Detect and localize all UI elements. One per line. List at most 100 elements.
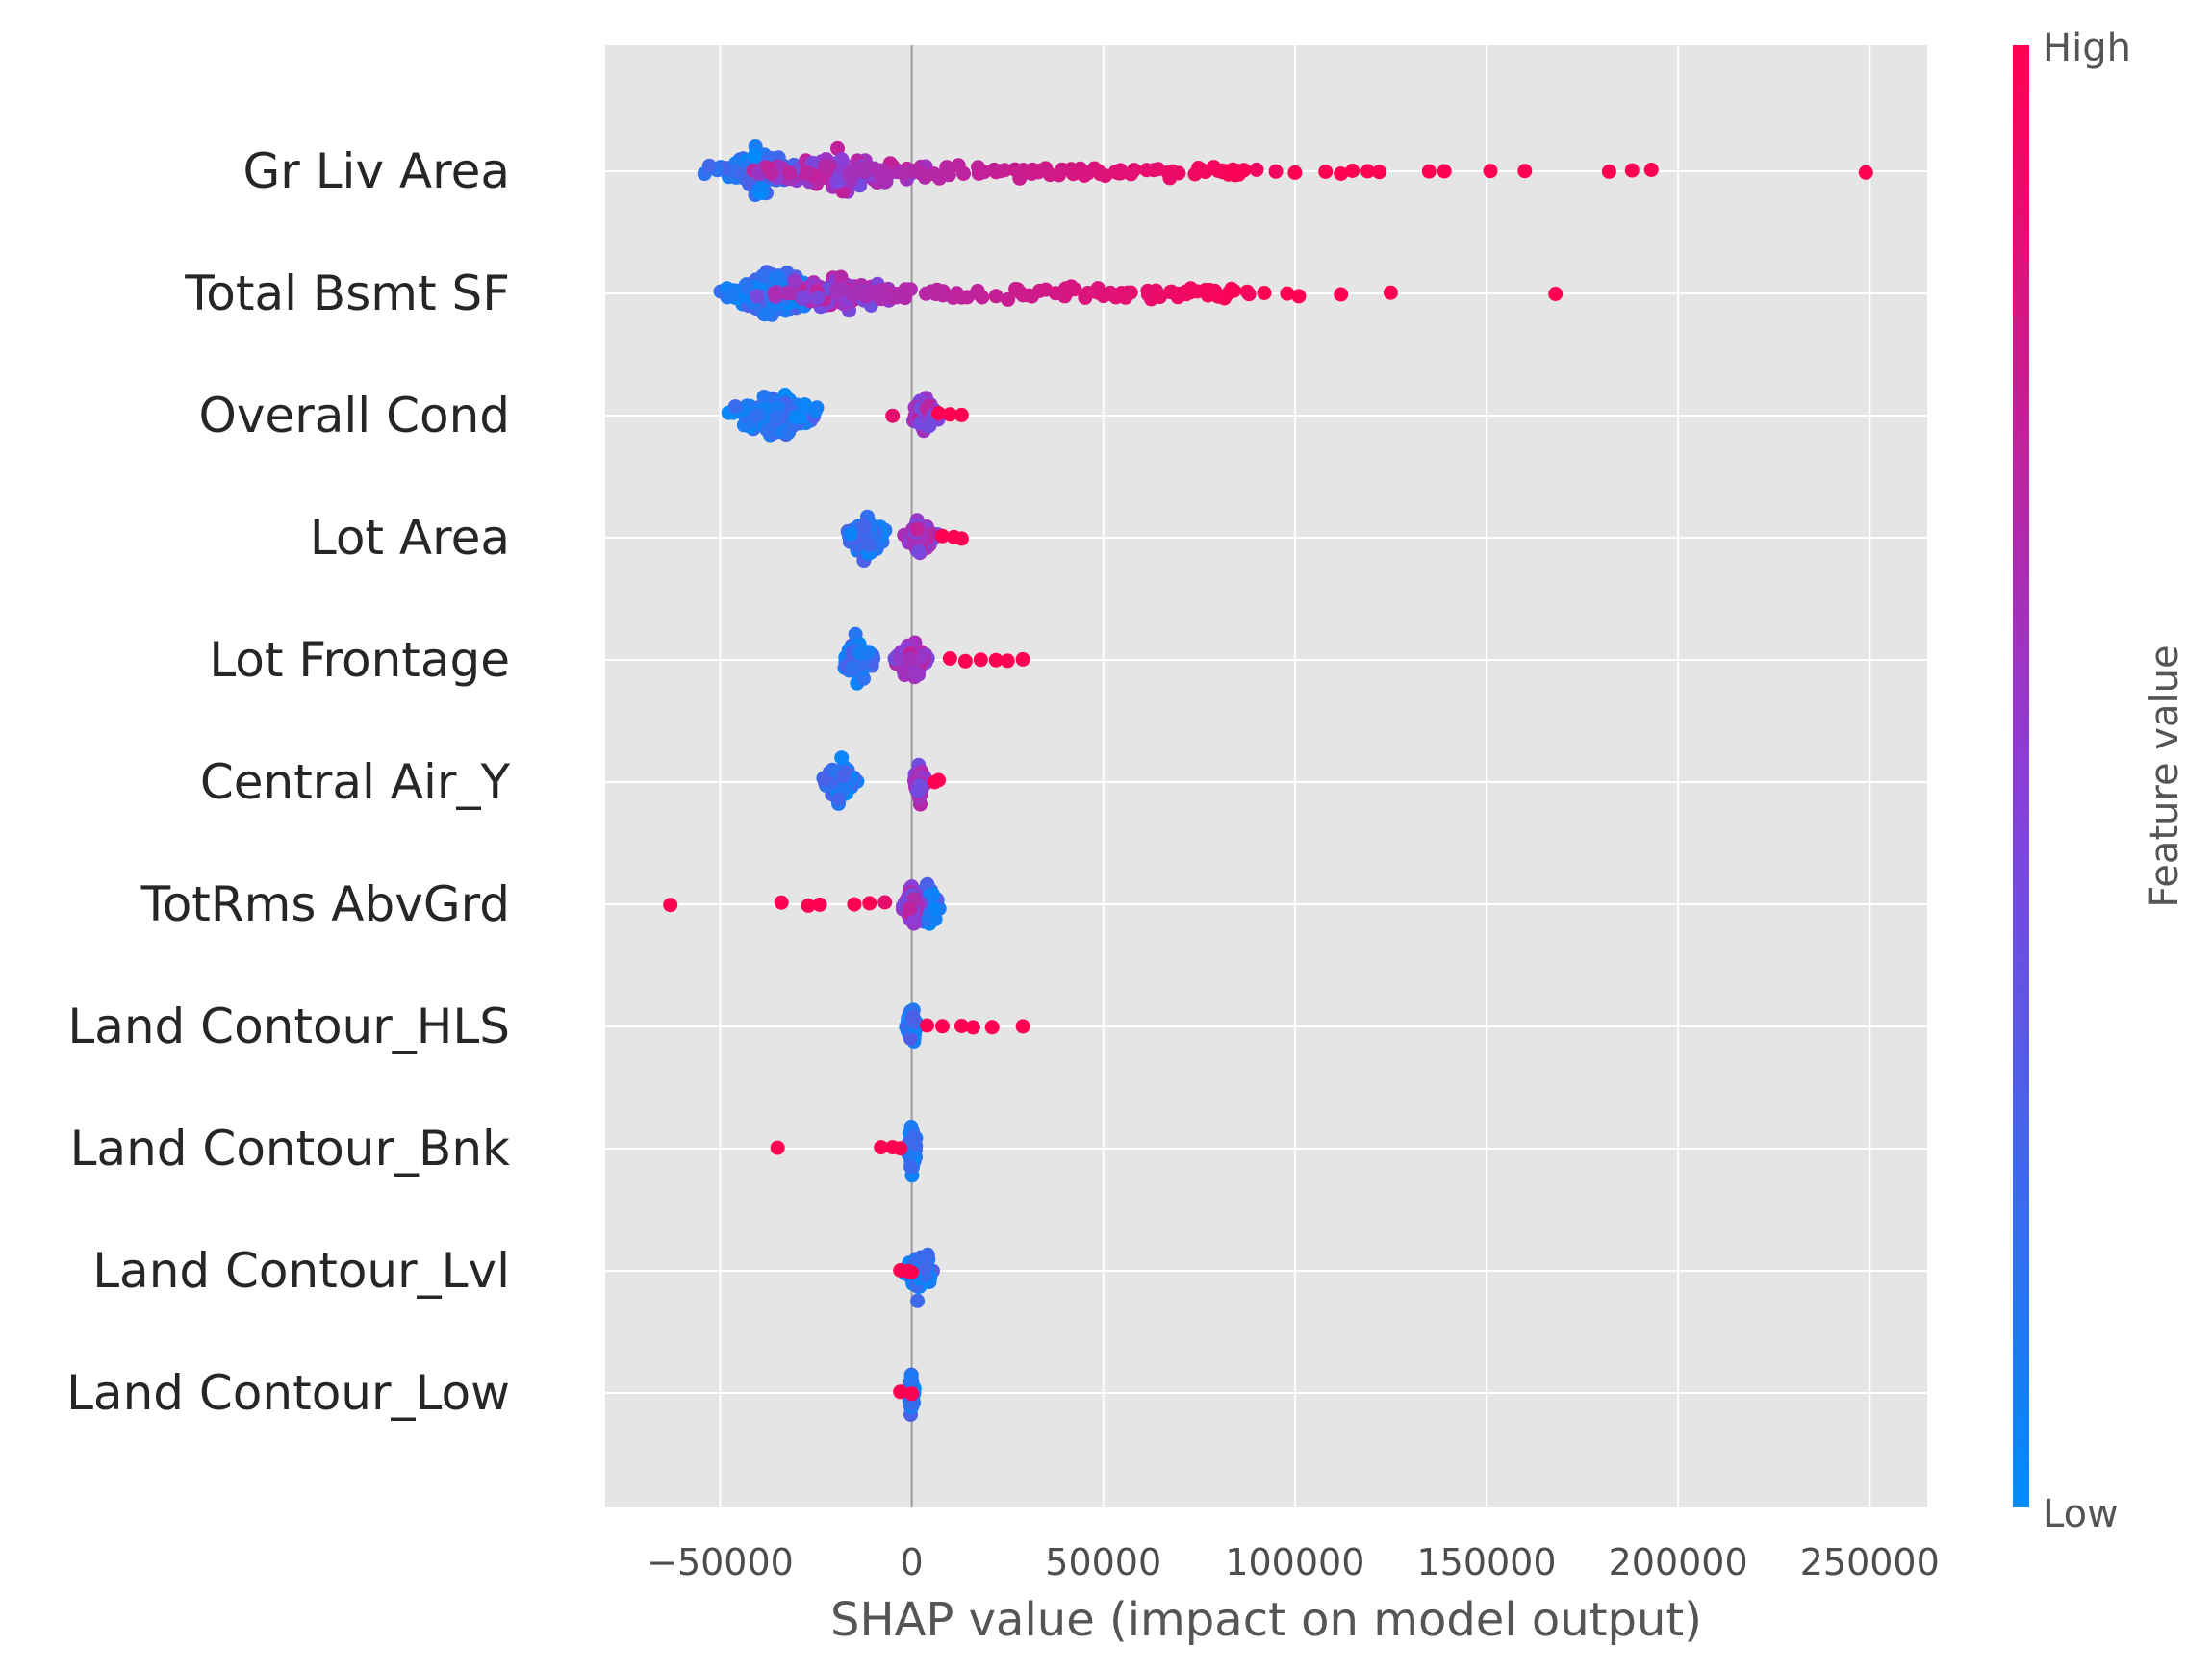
shap-point xyxy=(1098,168,1113,184)
shap-point xyxy=(931,772,946,788)
shap-point xyxy=(914,648,929,664)
shap-point xyxy=(1038,282,1054,297)
shap-point xyxy=(1360,164,1375,179)
shap-point xyxy=(846,662,861,677)
shap-point xyxy=(757,307,773,322)
shap-point xyxy=(1012,285,1028,300)
feature-label: Land Contour_Lvl xyxy=(92,1243,510,1299)
x-tick-label: 150000 xyxy=(1416,1541,1556,1583)
feature-label: Overall Cond xyxy=(198,388,510,443)
colorbar-high-label: High xyxy=(2043,26,2131,70)
shap-point xyxy=(747,148,762,164)
shap-point xyxy=(885,408,901,423)
shap-point xyxy=(663,898,678,913)
feature-label: Lot Frontage xyxy=(209,632,510,688)
shap-point xyxy=(856,519,872,534)
shap-point xyxy=(781,165,797,181)
shap-point xyxy=(942,407,957,422)
shap-point xyxy=(912,778,928,794)
shap-point xyxy=(953,531,969,546)
x-tick-labels: −50000 0 50000 100000 150000 200000 250000 xyxy=(647,1541,1940,1583)
feature-label: Gr Liv Area xyxy=(243,143,511,199)
plot-area xyxy=(605,45,1927,1507)
shap-point xyxy=(1000,653,1015,669)
shap-point xyxy=(788,410,803,425)
shap-point xyxy=(1601,164,1616,179)
shap-point xyxy=(1236,163,1252,178)
shap-point xyxy=(898,291,912,306)
shap-point xyxy=(973,652,988,668)
shap-point xyxy=(954,290,969,305)
shap-point xyxy=(1334,287,1349,302)
shap-point xyxy=(935,288,951,303)
colorbar-title: Feature value xyxy=(2143,645,2187,907)
shap-point xyxy=(893,1384,908,1400)
shap-point xyxy=(988,652,1004,668)
shap-point xyxy=(942,651,957,666)
shap-point xyxy=(787,273,802,289)
shap-point xyxy=(896,663,911,678)
shap-point xyxy=(1858,165,1873,180)
shap-point xyxy=(812,897,827,912)
shap-point xyxy=(893,1141,908,1156)
shap-point xyxy=(1007,162,1023,177)
shap-point xyxy=(818,158,833,173)
shap-point xyxy=(917,169,932,185)
shap-point xyxy=(911,544,927,559)
shap-point xyxy=(1015,1019,1030,1034)
shap-point xyxy=(957,653,973,669)
shap-point xyxy=(951,158,966,173)
shap-point xyxy=(1345,164,1360,178)
shap-point xyxy=(756,390,772,404)
shap-point xyxy=(1140,287,1156,302)
x-tick-label: 100000 xyxy=(1225,1541,1364,1583)
shap-point xyxy=(965,1020,980,1035)
feature-label: Central Air_Y xyxy=(200,754,511,810)
shap-point xyxy=(1189,284,1205,299)
shap-point xyxy=(799,165,814,180)
shap-point xyxy=(1437,164,1452,179)
shap-point xyxy=(843,526,858,542)
shap-point xyxy=(1139,163,1155,178)
shap-point xyxy=(834,152,850,167)
feature-label: TotRms AbvGrd xyxy=(140,876,510,932)
feature-label: Land Contour_Low xyxy=(66,1365,510,1421)
shap-point xyxy=(853,286,868,301)
shap-point xyxy=(988,289,1004,304)
shap-point xyxy=(1517,164,1533,179)
shap-point xyxy=(904,1386,920,1402)
shap-point xyxy=(740,280,755,295)
shap-point xyxy=(904,1009,920,1025)
shap-point xyxy=(1225,162,1240,177)
x-tick-label: 0 xyxy=(901,1541,924,1583)
shap-point xyxy=(771,269,786,285)
shap-point xyxy=(870,288,885,303)
shap-point xyxy=(1318,165,1334,179)
shap-point xyxy=(862,538,877,553)
x-tick-label: 250000 xyxy=(1800,1541,1940,1583)
shap-point xyxy=(833,269,849,285)
shap-point xyxy=(1103,286,1117,301)
feature-labels: Gr Liv Area Total Bsmt SF Overall Cond Lot … xyxy=(66,143,510,1421)
shap-point xyxy=(795,290,810,305)
shap-point xyxy=(969,285,984,300)
shap-point xyxy=(1187,166,1203,182)
shap-point xyxy=(701,158,717,173)
shap-point xyxy=(755,268,771,284)
shap-point xyxy=(910,1293,926,1308)
shap-point xyxy=(842,165,857,181)
shap-point xyxy=(1241,287,1257,302)
shap-point xyxy=(909,522,925,537)
shap-point xyxy=(953,407,969,422)
shap-point xyxy=(750,289,765,304)
shap-point xyxy=(1268,164,1284,179)
shap-point xyxy=(1291,289,1307,304)
x-axis-title: SHAP value (impact on model output) xyxy=(830,1593,1702,1647)
shap-point xyxy=(939,160,954,175)
shap-point xyxy=(1024,289,1039,304)
shap-point xyxy=(801,898,816,913)
beeswarm-points xyxy=(663,139,1873,1422)
shap-point xyxy=(1287,165,1303,180)
shap-point xyxy=(953,1019,969,1033)
shap-point xyxy=(767,286,782,301)
